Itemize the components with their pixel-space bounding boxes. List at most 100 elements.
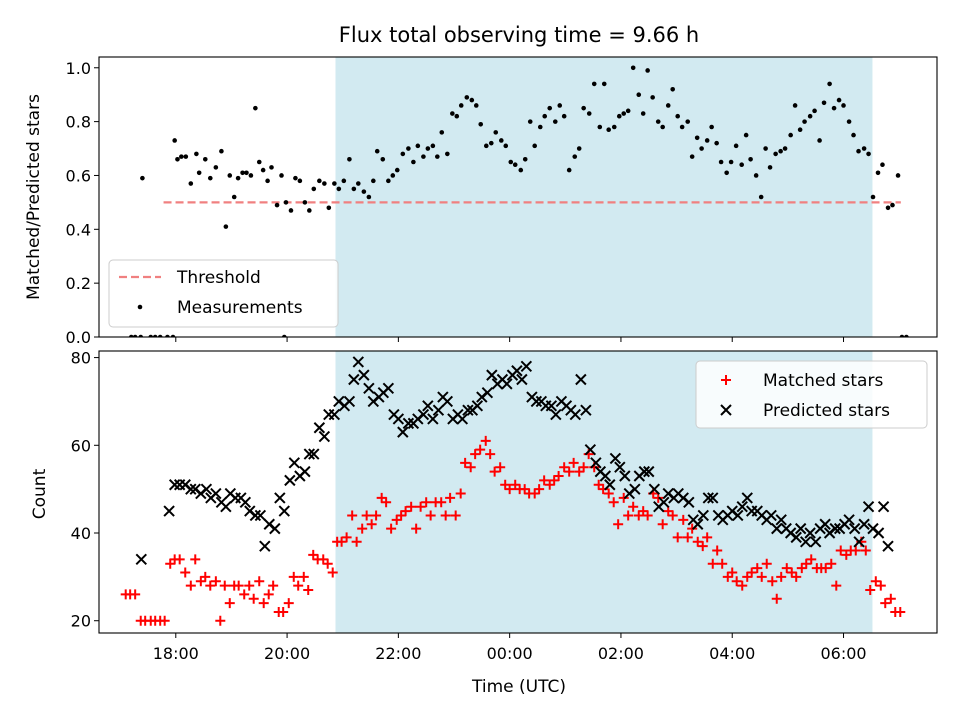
measurement-point	[586, 111, 592, 116]
measurement-point	[851, 132, 856, 138]
measurement-point	[518, 167, 524, 173]
measurement-point	[165, 334, 170, 337]
matched-point	[549, 475, 560, 486]
predicted-point	[765, 509, 777, 522]
legend-predicted-label: Predicted stars	[763, 401, 890, 421]
matched-point	[737, 580, 748, 591]
matched-point	[361, 510, 372, 521]
measurement-point	[597, 124, 603, 130]
matched-point	[233, 580, 244, 591]
measurement-point	[406, 146, 411, 151]
y-tick-label: 0.2	[66, 274, 91, 293]
predicted-point	[804, 527, 816, 539]
matched-point	[826, 558, 837, 569]
measurement-point	[281, 334, 287, 337]
measurement-point	[390, 173, 396, 178]
matched-point	[885, 593, 896, 604]
measurement-point	[458, 103, 464, 108]
measurement-point	[728, 159, 734, 165]
matched-point	[298, 571, 309, 582]
matched-point	[366, 519, 377, 530]
measurement-point	[265, 178, 270, 184]
legend-matched-label: Matched stars	[763, 371, 883, 391]
predicted-point	[702, 492, 715, 504]
matched-point	[544, 479, 555, 490]
ratio-y-axis-label: Matched/Predicted stars	[24, 94, 44, 300]
predicted-point	[619, 470, 631, 482]
measurement-point	[557, 103, 563, 108]
matched-point	[283, 598, 294, 609]
plot-area	[128, 57, 909, 337]
predicted-point	[794, 522, 807, 535]
predicted-point	[229, 492, 242, 504]
predicted-point	[516, 373, 528, 386]
measurement-point	[347, 157, 352, 162]
predicted-point	[590, 457, 602, 469]
measurement-point	[421, 154, 426, 159]
matched-point	[396, 510, 407, 521]
predicted-point	[220, 500, 232, 513]
matched-point	[254, 576, 265, 587]
legend-matched-swatch	[721, 375, 731, 385]
measurement-point	[240, 170, 245, 176]
measurement-point	[601, 81, 607, 87]
measurement-point	[179, 154, 184, 159]
measurement-point	[566, 167, 572, 173]
predicted-point	[318, 430, 331, 443]
matched-point	[806, 554, 817, 565]
predicted-point	[313, 422, 326, 434]
measurement-point	[660, 124, 665, 130]
predicted-point	[882, 540, 894, 552]
matched-point	[875, 580, 886, 591]
predicted-point	[604, 479, 616, 491]
matched-point	[519, 484, 530, 495]
matched-point	[880, 598, 891, 609]
legend: Threshold Measurements	[108, 259, 339, 328]
predicted-point	[288, 457, 301, 469]
predicted-point	[343, 395, 356, 408]
measurement-point	[386, 178, 391, 184]
measurement-point	[885, 205, 891, 211]
measurement-point	[866, 151, 871, 157]
measurement-point	[753, 173, 759, 178]
measurement-point	[895, 173, 901, 178]
measurement-point	[172, 138, 177, 143]
predicted-point	[284, 474, 296, 487]
matched-point	[529, 488, 540, 499]
matched-point	[500, 479, 511, 490]
x-tick-label: 06:00	[820, 644, 866, 663]
predicted-point	[736, 500, 748, 513]
measurement-point	[685, 119, 691, 124]
predicted-point	[829, 522, 841, 535]
ratio-panel: 0.0 0.2 0.4 0.6 0.8 1.0 Threshold Measurements	[66, 56, 938, 347]
matched-point	[702, 532, 713, 543]
measurement-point	[260, 167, 266, 173]
y-tick-label: 0.6	[66, 166, 91, 185]
measurement-point	[821, 100, 827, 106]
predicted-point	[643, 465, 655, 478]
predicted-point	[732, 509, 744, 522]
measurement-point	[317, 178, 322, 184]
predicted-point	[168, 479, 181, 491]
measurement-point	[611, 124, 617, 130]
matched-point	[376, 492, 387, 503]
predicted-point	[853, 536, 865, 548]
matched-point	[568, 457, 579, 468]
predicted-point	[163, 505, 175, 517]
predicted-point	[200, 483, 213, 495]
measurement-point	[207, 175, 213, 181]
predicted-point	[441, 395, 454, 408]
matched-point	[263, 589, 274, 600]
y-tick-label: 0.4	[66, 220, 91, 239]
measurement-point	[361, 189, 367, 194]
measurement-point	[572, 154, 578, 159]
measurement-point	[326, 205, 332, 211]
measurement-point	[802, 119, 807, 124]
matched-point	[786, 567, 797, 578]
matched-point	[667, 510, 678, 521]
measurement-point	[709, 124, 714, 130]
matched-point	[258, 598, 269, 609]
matched-point	[727, 567, 738, 578]
measurement-point	[132, 334, 138, 337]
measurement-point	[699, 146, 704, 151]
